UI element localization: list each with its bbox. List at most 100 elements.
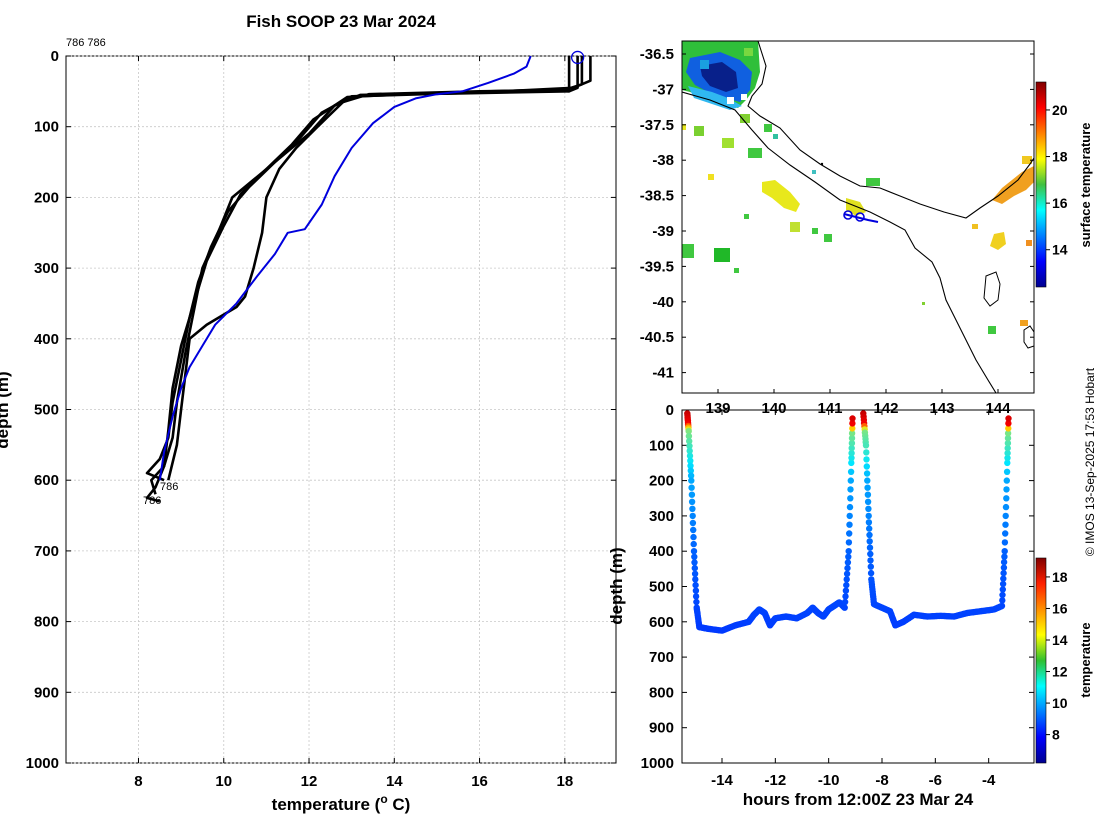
dt-point <box>842 593 849 600</box>
yellow-band <box>762 180 800 212</box>
dt-point <box>686 437 693 445</box>
dt-point <box>1001 539 1009 546</box>
dt-point <box>691 553 698 560</box>
dt-point <box>866 525 873 532</box>
dt-point <box>867 569 875 577</box>
dt-point <box>843 570 851 577</box>
dt-point <box>848 449 855 457</box>
dt-point <box>691 559 698 566</box>
map-frame <box>681 40 1035 394</box>
dt-point <box>867 563 874 570</box>
dt-point <box>1000 558 1008 566</box>
dt-point <box>866 538 873 545</box>
profile-chart: Fish SOOP 23 Mar 2024 8 10 12 14 16 18 0 100 200… <box>0 12 617 814</box>
dt-point <box>848 440 856 447</box>
dt-point <box>867 550 874 558</box>
black-profile-1 <box>150 56 579 495</box>
dt-point <box>848 459 855 467</box>
dt-point <box>1002 530 1009 537</box>
dt-point <box>864 498 872 505</box>
map-ytick-label: -39 <box>652 223 674 240</box>
dt-point <box>841 598 849 606</box>
dt-point <box>847 477 854 484</box>
profile-ytick-label: 1000 <box>26 755 59 772</box>
dt-point <box>690 526 697 534</box>
dt-point <box>688 498 696 505</box>
track-point-2 <box>855 212 865 222</box>
dt-point <box>863 470 871 477</box>
dt-point <box>848 435 856 442</box>
profile-ytick-label: 100 <box>34 119 59 136</box>
dt-point <box>866 544 874 551</box>
dt-point <box>845 553 852 560</box>
dt-point <box>849 425 856 432</box>
dt-point <box>686 447 693 455</box>
map-xtick-label: 142 <box>873 400 898 417</box>
dt-point <box>999 586 1006 593</box>
patch-8 <box>714 248 730 262</box>
dt-ytick-label: 100 <box>649 437 674 454</box>
dt-point <box>691 564 698 572</box>
dt-point <box>848 454 855 462</box>
dt-point <box>863 449 870 456</box>
patch-6 <box>773 134 778 139</box>
map-xtick-label: 141 <box>817 400 842 417</box>
dt-point <box>846 521 853 528</box>
dt-point <box>846 512 853 520</box>
profile-ticks: 8 10 12 14 16 18 0 100 200 300 400 500 600 700 800 900 1… <box>26 48 616 790</box>
dt-point <box>846 530 853 537</box>
dt-point <box>687 472 695 479</box>
dt-point <box>1005 425 1012 432</box>
yellow-patch-east <box>990 232 1006 250</box>
depth-time-colorbar <box>1035 557 1047 764</box>
dt-point <box>848 430 856 437</box>
dt-xtick-label: -14 <box>711 772 733 789</box>
profile-annotation-top: 786 786 <box>66 37 106 49</box>
map-ytick-label: -41 <box>652 365 674 382</box>
dt-ytick-label: 800 <box>649 684 674 701</box>
dt-point <box>999 597 1006 604</box>
depth-time-points <box>684 410 1012 634</box>
map-colorbar <box>1035 81 1047 288</box>
dt-ytick-label: 300 <box>649 508 674 525</box>
map-colorbar-tick-label: 16 <box>1052 195 1068 211</box>
patch-14 <box>866 178 880 186</box>
profile-annotation-a: 786 <box>160 481 178 493</box>
profile-lines <box>145 56 592 503</box>
dt-colorbar-tick-label: 10 <box>1052 695 1068 711</box>
map-ticks: -36.5 -37 -37.5 -38 -38.5 -39 -39.5 -40 -40.5 -41… <box>640 46 1034 417</box>
dt-point <box>1002 503 1010 511</box>
dt-point <box>688 484 695 491</box>
dt-point <box>843 576 850 583</box>
profile-ytick-label: 0 <box>51 48 59 65</box>
vessel-track <box>843 210 879 223</box>
dt-point <box>1000 569 1007 577</box>
patch-5 <box>764 124 772 132</box>
patch-20 <box>1022 156 1032 164</box>
patch-9 <box>734 268 739 273</box>
dt-point <box>1000 564 1008 571</box>
depth-time-ylabel: depth (m) <box>607 547 626 624</box>
dt-point <box>1003 495 1010 502</box>
profile-xtick-label: 8 <box>134 773 142 790</box>
profile-ytick-label: 900 <box>34 684 59 701</box>
dt-point <box>685 428 692 435</box>
patch-15 <box>682 124 686 130</box>
dt-point <box>844 559 852 566</box>
dt-point <box>1004 449 1011 457</box>
profile-ylabel: depth (m) <box>0 371 12 448</box>
dt-ytick-label: 500 <box>649 579 674 596</box>
dt-point <box>693 598 700 606</box>
dt-point <box>1002 521 1009 528</box>
dt-xtick-label: -8 <box>875 772 888 789</box>
map-ytick-label: -37.5 <box>640 117 674 134</box>
profile-grid <box>66 55 616 764</box>
coastline-island-2 <box>1023 325 1034 349</box>
patch-23 <box>1020 320 1028 326</box>
map-ytick-label: -40 <box>652 294 674 311</box>
map-ytick-label: -36.5 <box>640 46 674 63</box>
dt-ytick-label: 200 <box>649 473 674 490</box>
dt-point <box>1004 430 1012 437</box>
patch-12 <box>812 228 818 234</box>
